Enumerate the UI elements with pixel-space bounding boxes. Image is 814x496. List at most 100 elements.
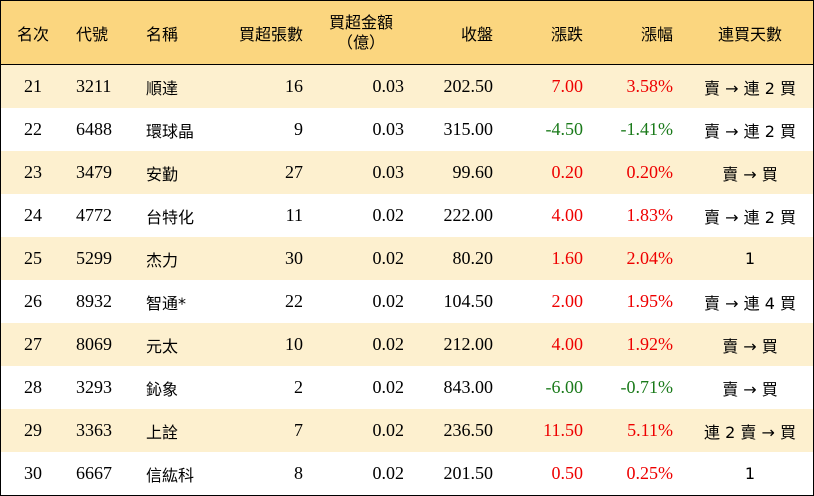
table-row: 29 3363 上詮 7 0.02 236.50 11.50 5.11% 連 2 賣 → 買 xyxy=(1,409,813,452)
table-header: 名次 代號 名稱 買超張數 買超金額 （億） 收盤 漲跌 漲幅 連買天數 xyxy=(1,1,813,65)
cell-stock-name: 杰力 xyxy=(146,250,179,270)
cell-close: 222.00 xyxy=(443,205,494,225)
cell-change: -6.00 xyxy=(545,377,584,397)
cell-pct: 2.04% xyxy=(626,248,674,268)
cell-streak: 賣 → 連 2 買 xyxy=(704,78,796,98)
cell-streak: 賣 → 買 xyxy=(722,336,778,356)
cell-net-amount: 0.02 xyxy=(372,334,405,354)
cell-close: 315.00 xyxy=(443,119,494,139)
cell-change: 2.00 xyxy=(551,291,584,311)
cell-code: 6667 xyxy=(76,463,112,483)
cell-change: -4.50 xyxy=(545,119,584,139)
cell-net-lots: 8 xyxy=(294,463,303,483)
cell-stock-name: 信紘科 xyxy=(146,465,195,485)
cell-streak: 賣 → 連 2 買 xyxy=(704,207,796,227)
cell-pct: 5.11% xyxy=(627,420,673,440)
cell-rank: 24 xyxy=(24,205,42,225)
cell-rank: 27 xyxy=(24,334,42,354)
cell-rank: 29 xyxy=(24,420,42,440)
cell-pct: 0.20% xyxy=(626,162,674,182)
cell-net-amount: 0.03 xyxy=(372,76,405,96)
cell-stock-name: 上詮 xyxy=(146,422,179,442)
cell-pct: 1.95% xyxy=(626,291,674,311)
cell-stock-name: 順達 xyxy=(146,78,179,98)
cell-close: 212.00 xyxy=(443,334,494,354)
cell-change: 11.50 xyxy=(543,420,583,440)
cell-stock-name: 安勤 xyxy=(146,164,179,184)
header-net-amount: 買超金額 （億） xyxy=(316,1,406,64)
cell-close: 80.20 xyxy=(452,248,494,268)
cell-rank: 22 xyxy=(24,119,42,139)
cell-streak: 賣 → 連 4 買 xyxy=(704,293,796,313)
header-close: 收盤 xyxy=(460,24,493,44)
cell-code: 5299 xyxy=(76,248,112,268)
cell-net-lots: 22 xyxy=(285,291,303,311)
cell-rank: 21 xyxy=(24,76,42,96)
cell-net-amount: 0.03 xyxy=(372,119,405,139)
cell-pct: 1.83% xyxy=(626,205,674,225)
cell-code: 4772 xyxy=(76,205,112,225)
table-row: 26 8932 智通* 22 0.02 104.50 2.00 1.95% 賣 → 連 4 買 xyxy=(1,280,813,323)
cell-net-amount: 0.02 xyxy=(372,248,405,268)
cell-net-amount: 0.02 xyxy=(372,291,405,311)
cell-stock-name: 智通* xyxy=(146,293,187,313)
cell-change: 7.00 xyxy=(551,76,584,96)
cell-pct: 3.58% xyxy=(626,76,674,96)
cell-pct: -1.41% xyxy=(620,119,674,139)
cell-rank: 30 xyxy=(24,463,42,483)
cell-streak: 1 xyxy=(744,464,756,483)
cell-pct: 1.92% xyxy=(626,334,674,354)
cell-pct: -0.71% xyxy=(620,377,674,397)
cell-change: 4.00 xyxy=(551,205,584,225)
table-row: 25 5299 杰力 30 0.02 80.20 1.60 2.04% 1 xyxy=(1,237,813,280)
cell-close: 201.50 xyxy=(443,463,494,483)
cell-net-lots: 2 xyxy=(294,377,303,397)
cell-net-amount: 0.02 xyxy=(372,420,405,440)
cell-change: 4.00 xyxy=(551,334,584,354)
cell-rank: 23 xyxy=(24,162,42,182)
cell-code: 8932 xyxy=(76,291,112,311)
cell-net-lots: 9 xyxy=(294,119,303,139)
header-net-amount-line1: 買超金額 xyxy=(328,12,393,32)
header-net-amount-line2: （億） xyxy=(336,32,385,52)
cell-net-amount: 0.03 xyxy=(372,162,405,182)
cell-close: 104.50 xyxy=(443,291,494,311)
header-streak: 連買天數 xyxy=(717,24,782,44)
cell-code: 8069 xyxy=(76,334,112,354)
cell-close: 202.50 xyxy=(443,76,494,96)
cell-streak: 賣 → 買 xyxy=(722,379,778,399)
cell-pct: 0.25% xyxy=(626,463,674,483)
table-row: 23 3479 安勤 27 0.03 99.60 0.20 0.20% 賣 → 買 xyxy=(1,151,813,194)
header-name: 名稱 xyxy=(146,24,179,44)
cell-stock-name: 台特化 xyxy=(146,207,195,227)
cell-streak: 連 2 賣 → 買 xyxy=(704,422,796,442)
cell-streak: 賣 → 連 2 買 xyxy=(704,121,796,141)
cell-change: 0.20 xyxy=(551,162,584,182)
cell-net-lots: 27 xyxy=(285,162,303,182)
header-pct: 漲幅 xyxy=(640,24,673,44)
cell-close: 843.00 xyxy=(443,377,494,397)
cell-close: 99.60 xyxy=(452,162,494,182)
cell-code: 6488 xyxy=(76,119,112,139)
table-row: 22 6488 環球晶 9 0.03 315.00 -4.50 -1.41% 賣 → 連 2 買 xyxy=(1,108,813,151)
header-code: 代號 xyxy=(76,24,109,44)
cell-streak: 1 xyxy=(744,249,756,268)
table-row: 24 4772 台特化 11 0.02 222.00 4.00 1.83% 賣 → 連 2 買 xyxy=(1,194,813,237)
cell-change: 0.50 xyxy=(551,463,584,483)
cell-code: 3211 xyxy=(76,76,112,96)
cell-rank: 26 xyxy=(24,291,42,311)
cell-stock-name: 鈊象 xyxy=(146,379,179,399)
cell-code: 3479 xyxy=(76,162,112,182)
cell-net-lots: 7 xyxy=(294,420,303,440)
header-change: 漲跌 xyxy=(550,24,583,44)
table-row: 21 3211 順達 16 0.03 202.50 7.00 3.58% 賣 → 連 2 買 xyxy=(1,65,813,108)
cell-net-lots: 10 xyxy=(285,334,303,354)
cell-streak: 賣 → 買 xyxy=(722,164,778,184)
cell-net-amount: 0.02 xyxy=(372,463,405,483)
cell-code: 3293 xyxy=(76,377,112,397)
cell-rank: 25 xyxy=(24,248,42,268)
header-rank: 名次 xyxy=(16,24,49,44)
cell-net-lots: 30 xyxy=(285,248,303,268)
cell-net-amount: 0.02 xyxy=(372,377,405,397)
